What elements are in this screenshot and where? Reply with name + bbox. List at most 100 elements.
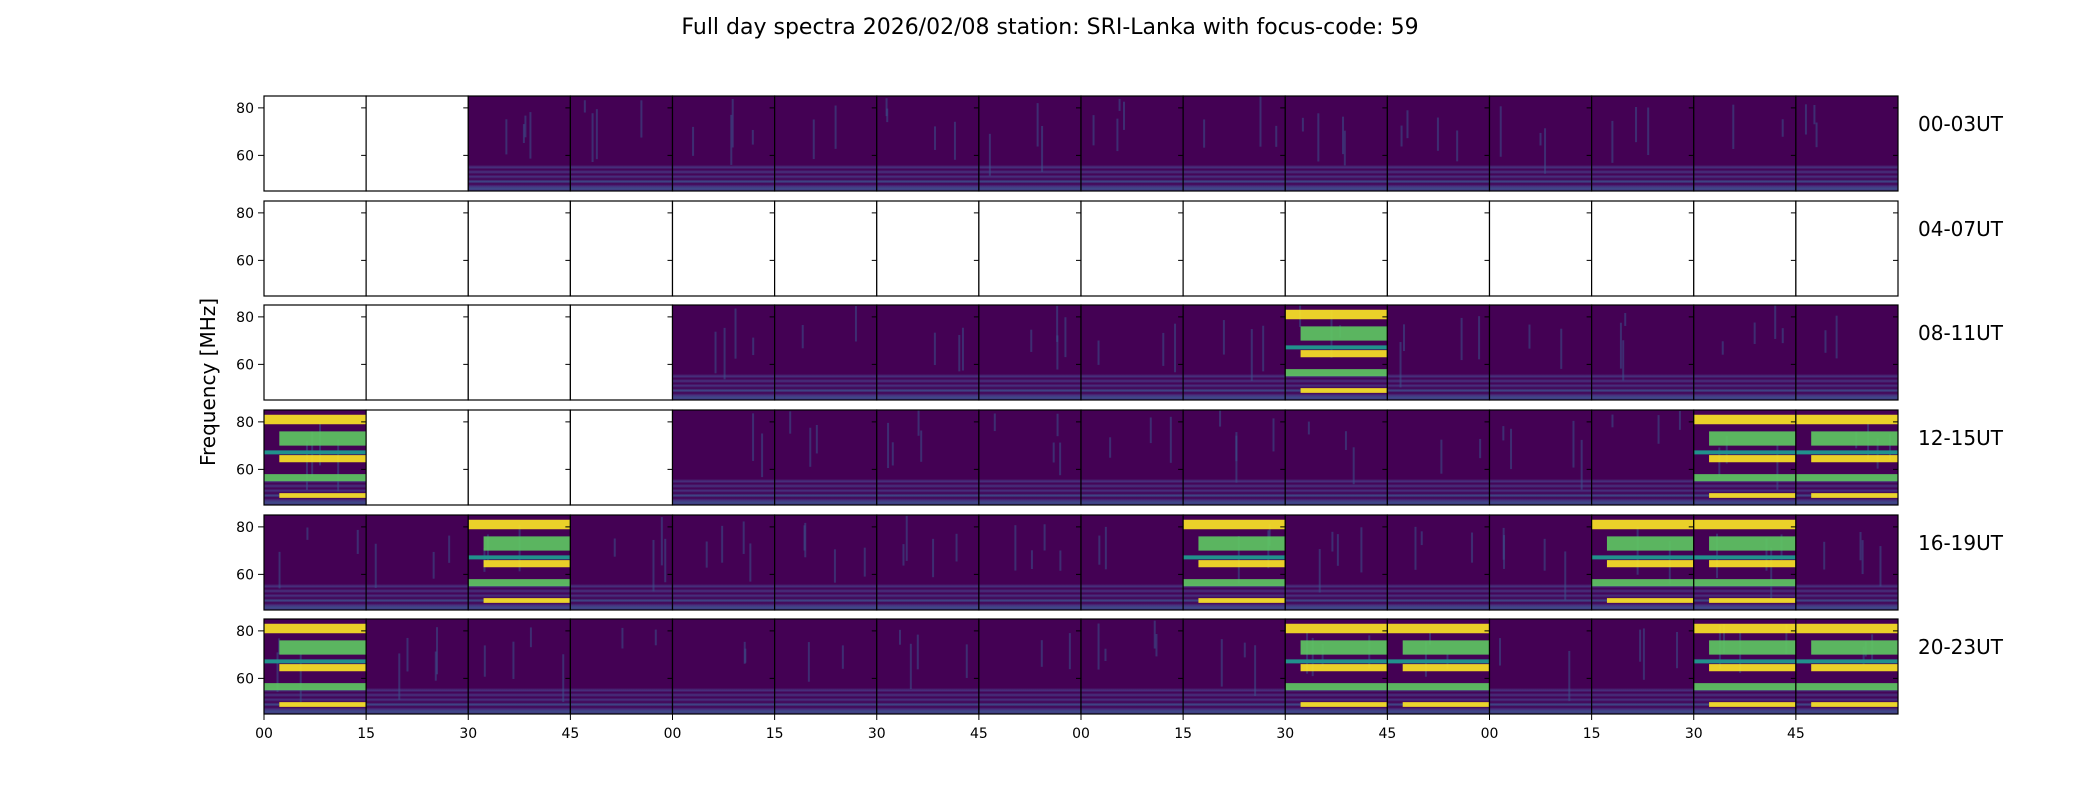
spectrum-panel [774,200,878,297]
rfi-streak [1862,646,1865,665]
spectrum-panel [1693,304,1797,401]
panel-background [978,305,1081,400]
panel-background [672,96,775,191]
panel-background [366,515,469,610]
rfi-streak [1275,125,1278,147]
spectrum-panel [569,514,674,611]
spectrum-panel [365,618,469,715]
rfi-streak [1544,128,1547,174]
panel-background [264,201,367,296]
rfi-streak [714,331,717,374]
panel-background [468,410,571,505]
rfi-streak [933,332,936,366]
y-tick-label: 80 [236,520,254,536]
rfi-streak [1888,433,1891,460]
spectrum-panel [365,95,469,192]
interference-band [1709,536,1796,551]
panel-background [774,305,877,400]
spectrum-panel [569,200,674,297]
panel-background [978,96,1081,191]
rfi-streak [1237,536,1240,584]
interference-band [1285,369,1388,377]
rfi-streak [1572,420,1575,468]
rfi-streak [841,645,844,669]
rfi-streak [1568,650,1571,702]
x-tick-label: 45 [1378,726,1396,742]
rfi-streak [505,119,508,155]
interference-band [1709,431,1796,446]
spectrum-panel [1080,95,1184,192]
rfi-streak [432,551,435,579]
interference-line [1693,450,1796,455]
spectrum-panel [671,304,776,401]
interference-band [468,519,571,530]
rfi-streak [664,538,667,583]
panel-background [774,410,877,505]
panel-background [264,515,367,610]
interference-band [1183,519,1286,530]
interference-band [264,474,367,482]
rfi-streak [809,427,812,467]
rfi-streak [1502,527,1505,560]
rfi-streak [743,641,746,664]
panel-background [468,305,571,400]
spectrum-panel [1284,514,1388,611]
interference-band [279,431,367,446]
rfi-streak [1414,526,1417,570]
rfi-streak [863,547,866,577]
rfi-streak [434,651,437,681]
rfi-streak [1765,538,1768,571]
spectrum-panel [1591,409,1695,506]
rfi-streak [898,629,901,645]
rfi-streak [1092,115,1095,146]
panel-background [978,619,1081,714]
rfi-streak [305,440,308,490]
rfi-streak [1580,439,1583,490]
rfi-streak [1647,107,1650,156]
rfi-streak [1456,130,1459,162]
rfi-streak [1528,324,1531,349]
rfi-streak [1064,317,1067,358]
rfi-streak [1478,316,1481,360]
spectrum-panel [1591,95,1695,192]
rfi-streak [1059,550,1062,571]
interference-band [1709,493,1796,498]
rfi-streak [953,121,956,160]
rfi-streak [1611,120,1614,163]
rfi-streak [1436,117,1439,151]
rfi-streak [752,337,755,356]
spectrum-panel [467,409,571,506]
panel-background [366,410,469,505]
spectrum-panel [1182,304,1286,401]
interference-band [1387,623,1490,634]
rfi-streak [374,543,377,588]
rfi-streak [932,538,935,578]
rfi-streak [1056,413,1059,437]
spectrum-panel [978,409,1082,506]
spectrum-panel [1693,514,1797,611]
interference-band [1811,702,1898,707]
spectrum-panel [876,95,980,192]
rfi-streak [1402,324,1405,352]
panel-background [1183,619,1286,714]
rfi-streak [1510,428,1513,470]
spectrum-panel [1080,618,1184,715]
panel-background [1183,410,1286,505]
interference-band [1591,519,1694,530]
panel-background [1387,515,1490,610]
spectrum-panel [1488,618,1593,715]
rfi-streak [891,442,894,466]
panel-background [876,515,979,610]
spectrum-panel [467,95,571,192]
spectrum-panel [1386,409,1491,506]
rfi-streak [583,100,586,113]
rfi-streak [1169,416,1172,463]
x-tick-label: 30 [868,726,886,742]
rfi-streak [613,538,616,557]
spectrum-panel [774,95,878,192]
rfi-streak [1879,546,1882,587]
panel-background [1183,201,1286,296]
rfi-streak [1219,410,1222,427]
row-label: 16-19UT [1918,531,2004,555]
